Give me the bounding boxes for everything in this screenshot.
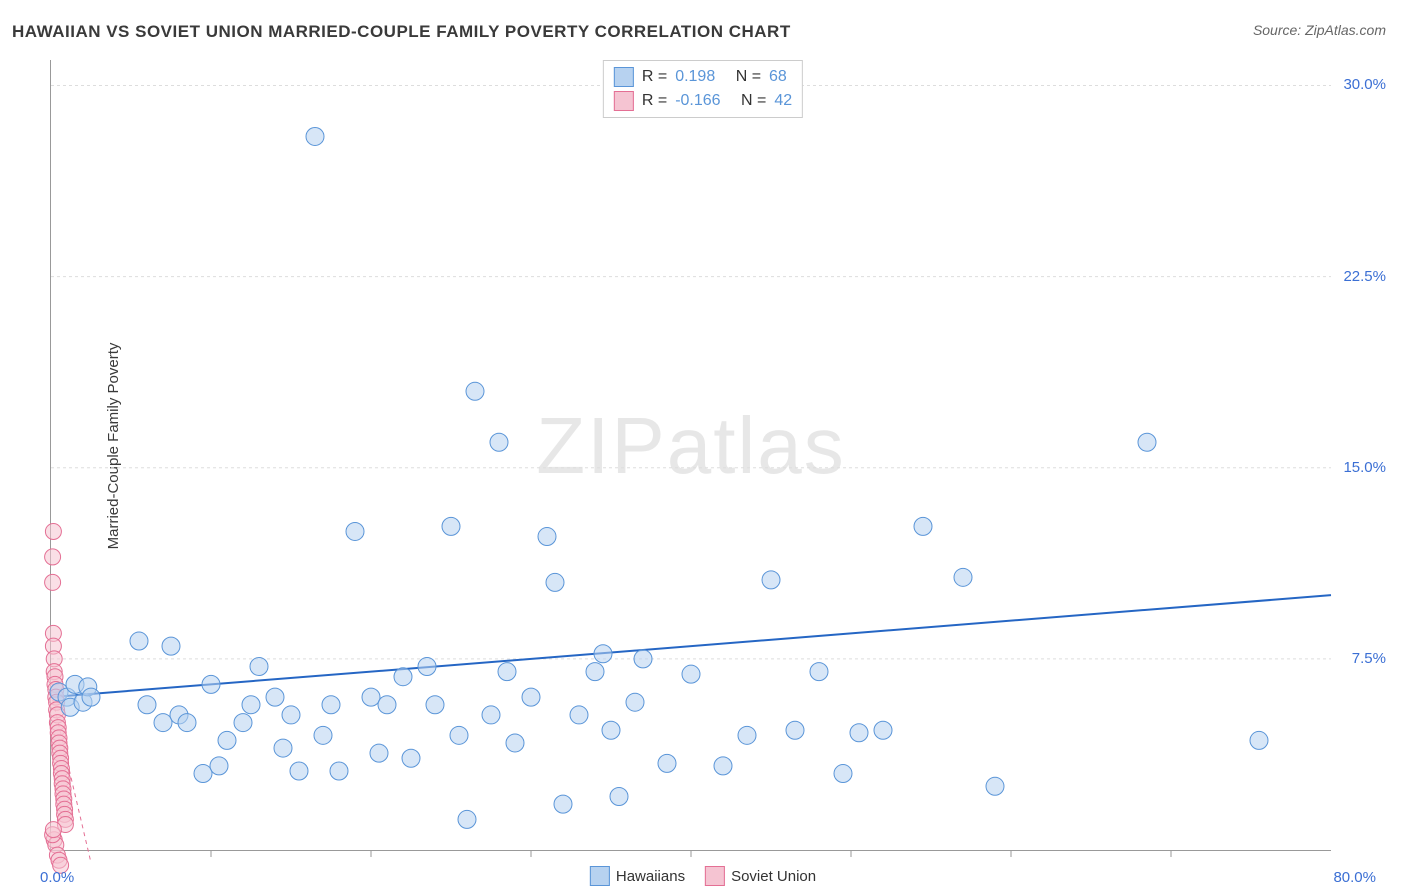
n-value-hawaiians: 68	[769, 68, 787, 86]
n-label: N =	[736, 68, 761, 86]
legend-label-soviet: Soviet Union	[731, 868, 816, 885]
x-max-label: 80.0%	[1333, 869, 1376, 886]
legend-swatch-soviet-bottom	[705, 866, 725, 886]
legend-label-hawaiians: Hawaiians	[616, 868, 685, 885]
y-tick-label: 22.5%	[1343, 268, 1386, 285]
series-legend: Hawaiians Soviet Union	[590, 866, 816, 886]
chart-container: HAWAIIAN VS SOVIET UNION MARRIED-COUPLE …	[0, 0, 1406, 892]
r-value-hawaiians: 0.198	[675, 68, 715, 86]
legend-swatch-soviet	[614, 91, 634, 111]
plot-area: ZIPatlas	[50, 60, 1331, 851]
legend-row-soviet: R = -0.166 N = 42	[614, 89, 792, 113]
r-label: R =	[642, 92, 667, 110]
n-label: N =	[741, 92, 766, 110]
legend-row-hawaiians: R = 0.198 N = 68	[614, 65, 792, 89]
y-tick-label: 15.0%	[1343, 459, 1386, 476]
source-attribution: Source: ZipAtlas.com	[1253, 22, 1386, 38]
y-tick-label: 7.5%	[1352, 650, 1386, 667]
legend-item-hawaiians: Hawaiians	[590, 866, 685, 886]
plot-svg	[51, 60, 1331, 850]
chart-title: HAWAIIAN VS SOVIET UNION MARRIED-COUPLE …	[12, 22, 791, 42]
y-tick-label: 30.0%	[1343, 76, 1386, 93]
legend-swatch-hawaiians	[614, 67, 634, 87]
r-value-soviet: -0.166	[675, 92, 720, 110]
x-origin-label: 0.0%	[40, 869, 74, 886]
legend-item-soviet: Soviet Union	[705, 866, 816, 886]
r-label: R =	[642, 68, 667, 86]
correlation-legend: R = 0.198 N = 68 R = -0.166 N = 42	[603, 60, 803, 118]
legend-swatch-hawaiians-bottom	[590, 866, 610, 886]
n-value-soviet: 42	[774, 92, 792, 110]
